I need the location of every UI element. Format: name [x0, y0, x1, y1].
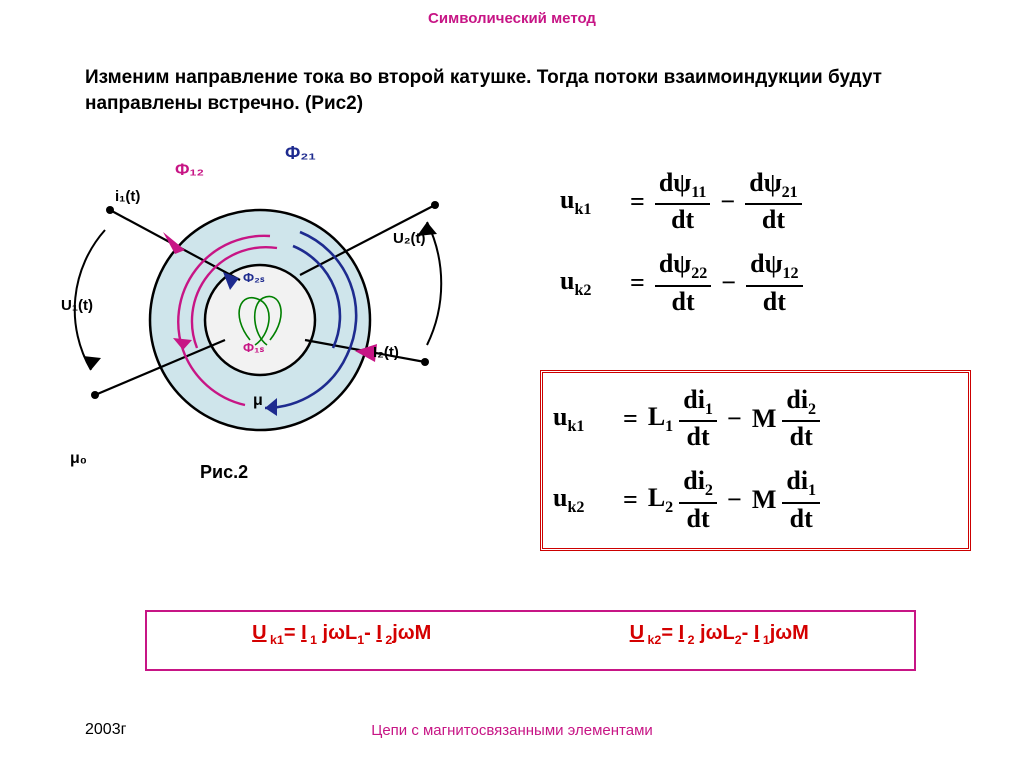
eq-LM-row: uk1 = L1 di1 dt − M di2 dt — [553, 387, 958, 450]
eq-LM-row: uk2 = L2 di2 dt − M di1 dt — [553, 468, 958, 531]
phasor-eq-left: U k1= I 1 jωL1- I 2jωM — [252, 622, 431, 647]
equations-psi: uk1 = dψ11 dt − dψ21 dt uk2 = dψ22 dt — [560, 170, 945, 333]
page-header: Символический метод — [0, 10, 1024, 27]
label-u2: U₂(t) — [393, 230, 425, 247]
eq-psi-row: uk1 = dψ11 dt − dψ21 dt — [560, 170, 945, 233]
label-phi2s: Ф₂ₛ — [243, 270, 265, 286]
label-mu0: μ₀ — [70, 450, 87, 468]
label-i2: I₂(t) — [373, 344, 399, 361]
figure-2-diagram: Ф₂₁ Ф₁₂ i₁(t) U₁(t) U₂(t) I₂(t) Ф₂ₛ Ф₁ₛ … — [55, 140, 455, 500]
label-phi21: Ф₂₁ — [285, 143, 316, 164]
equations-phasor-box: U k1= I 1 jωL1- I 2jωM U k2= I 2 jωL2- I… — [145, 610, 916, 671]
label-phi1s: Ф₁ₛ — [243, 340, 264, 356]
label-u1: U₁(t) — [61, 297, 93, 314]
footer-subtitle: Цепи с магнитосвязанными элементами — [0, 722, 1024, 739]
intro-paragraph: Изменим направление тока во второй катуш… — [85, 65, 924, 116]
eq-psi-row: uk2 = dψ22 dt − dψ12 dt — [560, 251, 945, 314]
equations-LM-box: uk1 = L1 di1 dt − M di2 dt uk2 = L2 di2 — [540, 370, 971, 551]
label-i1: i₁(t) — [115, 188, 140, 205]
slide-page: Символический метод Изменим направление … — [0, 0, 1024, 767]
phasor-eq-right: U k2= I 2 jωL2- I 1jωM — [630, 622, 809, 647]
label-phi12: Ф₁₂ — [175, 160, 204, 180]
figure-caption: Рис.2 — [200, 462, 248, 483]
label-mu: μ — [253, 392, 263, 410]
